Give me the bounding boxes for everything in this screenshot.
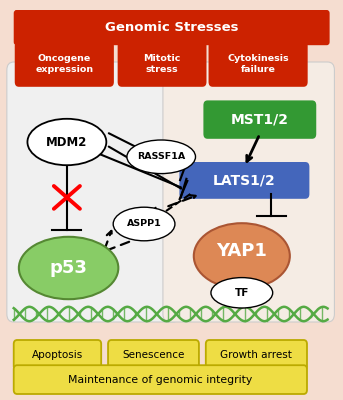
Text: TF: TF [235, 288, 249, 298]
Text: Apoptosis: Apoptosis [32, 350, 83, 360]
FancyBboxPatch shape [179, 162, 309, 199]
FancyBboxPatch shape [15, 41, 114, 87]
Text: MDM2: MDM2 [46, 136, 87, 148]
FancyBboxPatch shape [14, 340, 101, 370]
Text: Genomic Stresses: Genomic Stresses [105, 21, 238, 34]
Ellipse shape [27, 119, 106, 165]
Text: Senescence: Senescence [122, 350, 185, 360]
Text: Maintenance of genomic integrity: Maintenance of genomic integrity [68, 374, 252, 385]
Text: RASSF1A: RASSF1A [137, 152, 185, 161]
FancyBboxPatch shape [7, 62, 180, 322]
FancyBboxPatch shape [118, 41, 206, 87]
FancyBboxPatch shape [14, 365, 307, 394]
Ellipse shape [211, 278, 273, 308]
Text: ASPP1: ASPP1 [127, 220, 162, 228]
Text: Mitotic
stress: Mitotic stress [143, 54, 181, 74]
Text: LATS1/2: LATS1/2 [213, 173, 276, 187]
FancyBboxPatch shape [163, 62, 334, 322]
Ellipse shape [127, 140, 196, 174]
Text: Cytokinesis
failure: Cytokinesis failure [227, 54, 289, 74]
FancyBboxPatch shape [14, 10, 330, 45]
Text: YAP1: YAP1 [216, 242, 267, 260]
Ellipse shape [113, 207, 175, 241]
FancyBboxPatch shape [206, 340, 307, 370]
Ellipse shape [194, 223, 290, 289]
Text: Growth arrest: Growth arrest [221, 350, 292, 360]
FancyBboxPatch shape [203, 100, 316, 139]
Text: Oncogene
expression: Oncogene expression [35, 54, 93, 74]
Text: MST1/2: MST1/2 [231, 112, 289, 126]
FancyBboxPatch shape [209, 41, 308, 87]
Ellipse shape [19, 237, 118, 299]
Text: p53: p53 [50, 259, 87, 277]
FancyBboxPatch shape [108, 340, 199, 370]
